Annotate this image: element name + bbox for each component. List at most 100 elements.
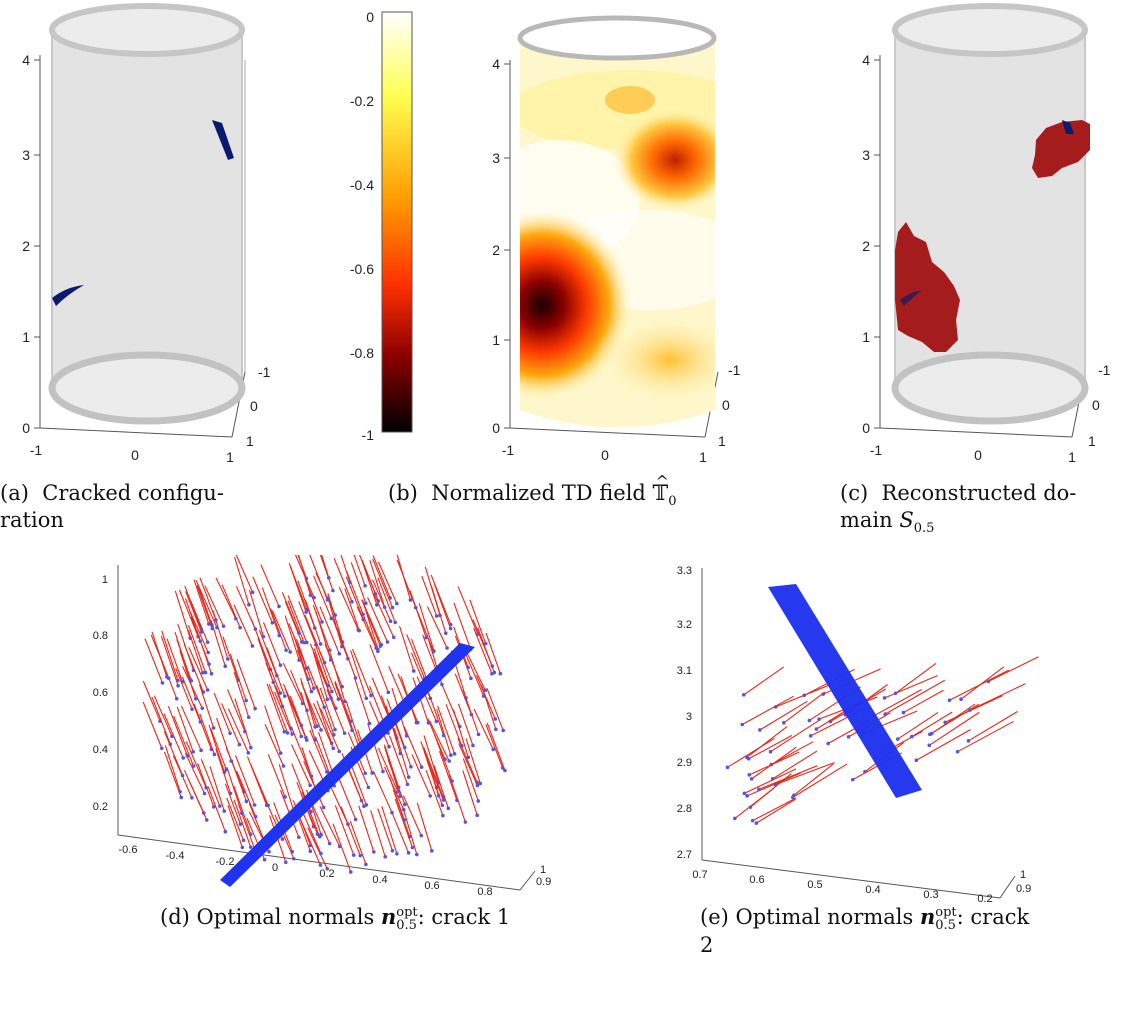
normal-vector — [222, 636, 239, 681]
crack-band — [220, 643, 475, 887]
x-tick: -1 — [870, 442, 883, 458]
sample-point — [366, 785, 371, 790]
normal-vector — [260, 564, 280, 607]
normal-vector — [916, 729, 971, 761]
sample-point — [214, 618, 218, 622]
x-tick: -0.6 — [119, 844, 138, 856]
sample-point — [191, 764, 196, 768]
sample-point — [206, 650, 210, 655]
normal-vector — [248, 589, 264, 637]
normal-vector — [445, 704, 463, 747]
normal-vector — [235, 586, 256, 630]
sample-point — [333, 613, 338, 617]
sample-point — [327, 841, 332, 846]
sample-point — [159, 746, 164, 751]
sample-point — [262, 857, 267, 862]
sample-point — [450, 779, 454, 783]
sample-point — [297, 631, 301, 635]
sample-point — [748, 805, 753, 809]
normal-vector — [402, 806, 418, 855]
normal-vector — [289, 566, 307, 613]
normal-vector — [261, 587, 280, 636]
y-tick: 1 — [1088, 433, 1096, 449]
sample-point — [441, 798, 446, 802]
sample-point — [745, 794, 749, 798]
normal-vector — [142, 680, 161, 722]
normal-vector — [216, 717, 232, 762]
caption-sub: 0.5 — [935, 917, 956, 933]
caption-symbol: n — [381, 904, 397, 929]
sample-point — [329, 696, 333, 700]
normal-vector — [960, 666, 1005, 700]
normal-vector — [411, 754, 431, 797]
sample-point — [209, 671, 214, 676]
sample-point — [337, 749, 342, 754]
normal-vector — [210, 728, 227, 770]
sample-point — [261, 634, 266, 639]
normal-vector — [377, 808, 393, 851]
z-tick: 0 — [862, 420, 870, 436]
sample-point — [277, 633, 282, 638]
depth-tick: 1 — [540, 864, 546, 876]
normal-vector — [453, 602, 472, 650]
sample-point — [466, 755, 471, 760]
normal-vector — [151, 696, 171, 745]
sample-point — [176, 678, 180, 683]
sample-point — [415, 720, 420, 725]
sample-point — [328, 658, 333, 662]
sample-point — [363, 583, 367, 588]
normal-vector — [454, 673, 472, 715]
y-tick: 1 — [246, 433, 254, 449]
normal-vector — [409, 590, 427, 638]
sample-point — [348, 580, 352, 585]
normal-vector — [775, 683, 831, 708]
normal-vector — [309, 643, 329, 687]
x-tick: 1 — [1068, 449, 1076, 465]
sample-point — [475, 813, 480, 818]
sample-point — [959, 697, 963, 702]
sample-point — [413, 605, 418, 610]
y-tick: 0.4 — [93, 744, 108, 756]
sample-point — [244, 799, 249, 804]
sample-point — [441, 733, 446, 738]
y-tick: -1 — [1098, 362, 1111, 378]
sample-point — [395, 601, 399, 606]
sample-point — [882, 696, 887, 700]
sample-point — [348, 870, 353, 874]
normal-vector — [362, 601, 382, 646]
normal-vector — [452, 709, 469, 758]
sample-point — [252, 803, 257, 807]
caption-e: (e) Optimal normals nopt 0.5: crack 2 — [700, 903, 1100, 959]
caption-text: main — [840, 508, 893, 532]
x-tick: 0.4 — [372, 874, 387, 886]
y-tick: 0 — [1092, 397, 1100, 413]
z-tick: 2 — [862, 238, 870, 254]
normal-vector — [988, 656, 1039, 682]
normal-vector — [476, 675, 496, 720]
sample-point — [390, 810, 394, 815]
normal-vectors — [725, 656, 1039, 825]
x-tick: 0.5 — [807, 879, 822, 891]
sample-point — [280, 704, 285, 709]
sample-point — [300, 701, 305, 706]
sample-point — [178, 789, 182, 794]
sample-point — [210, 626, 215, 631]
sample-point — [185, 754, 190, 758]
sample-point — [745, 755, 749, 760]
sample-point — [325, 697, 330, 702]
sample-point — [808, 734, 813, 738]
sample-point — [914, 758, 919, 763]
normal-vector — [426, 606, 448, 649]
normal-vector — [204, 585, 225, 627]
normal-vector — [315, 610, 332, 661]
normal-vector — [161, 630, 179, 681]
panel-e-normals-crack-2: 2.7 2.8 2.9 3 3.1 3.2 3.3 0.7 0.6 0.5 0.… — [660, 560, 1060, 905]
sample-point — [490, 664, 495, 668]
normal-vector — [227, 804, 243, 848]
normal-vector — [321, 555, 330, 578]
sample-point — [382, 605, 387, 609]
sample-point — [250, 644, 255, 648]
normal-vector — [163, 730, 184, 776]
reconstructed-region-2 — [1032, 120, 1090, 178]
sample-point — [176, 683, 180, 688]
